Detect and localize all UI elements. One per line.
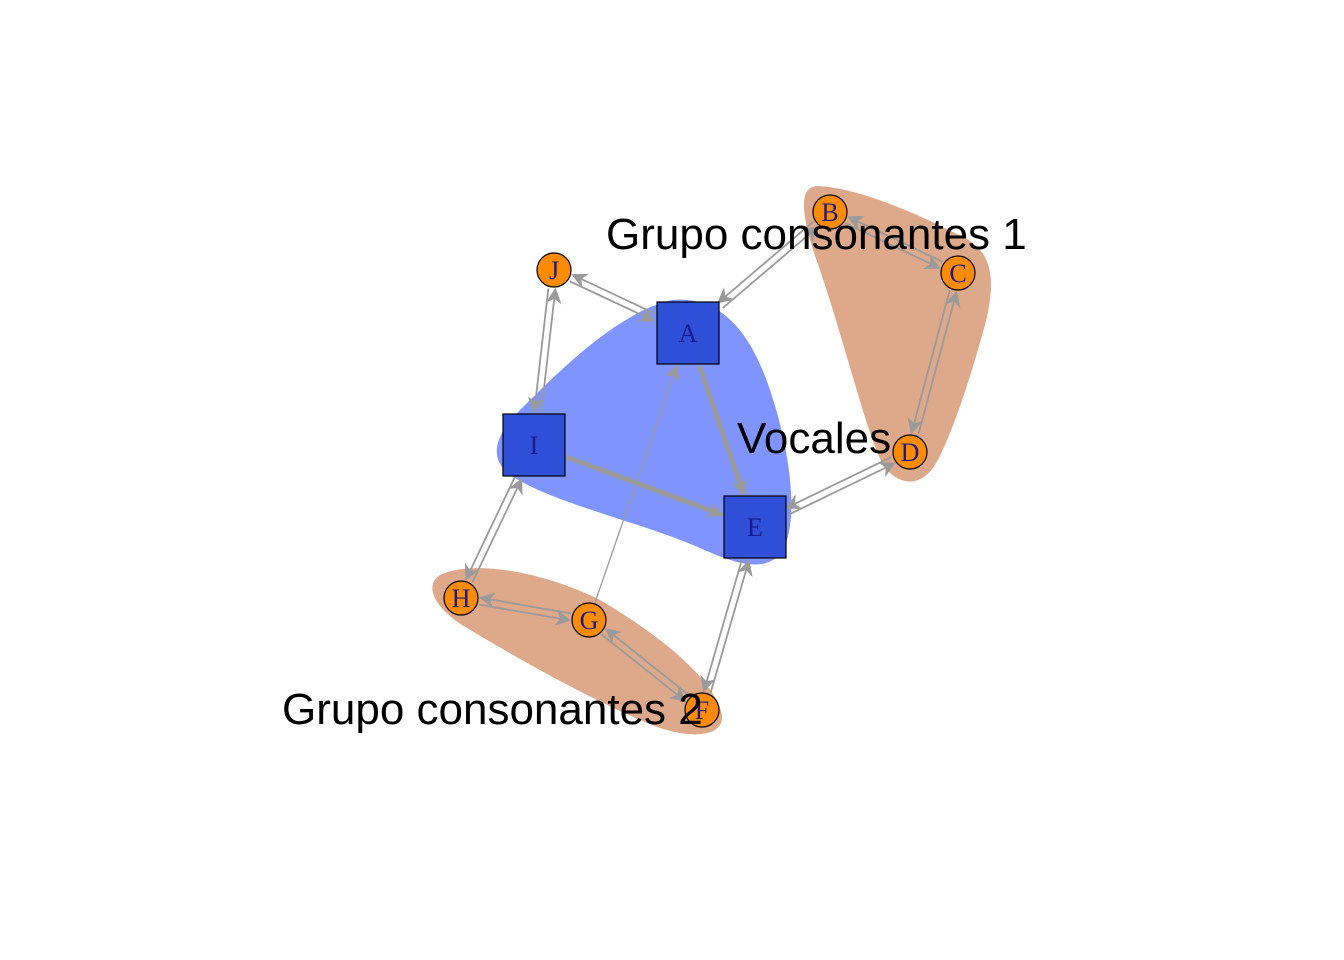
edge-i-to-j [540, 287, 562, 413]
edge-d-to-e [784, 456, 892, 509]
edge-g-to-f [601, 633, 687, 702]
edge-i-to-e [566, 454, 724, 518]
node-c[interactable]: C [940, 255, 976, 291]
edge-b-to-a [717, 220, 814, 304]
edge-a-to-e [696, 365, 747, 496]
node-j[interactable]: J [536, 252, 572, 288]
group-label-consonantes-2: Grupo consonantes 2 [282, 685, 703, 734]
edge-c-to-d [907, 290, 951, 435]
node-i-label: I [530, 431, 539, 460]
edge-c-to-b [847, 215, 943, 263]
edge-d-to-c [917, 290, 961, 435]
node-d[interactable]: D [892, 434, 928, 470]
node-e-label: E [747, 513, 763, 542]
node-g-label: G [580, 606, 599, 635]
edge-i-to-h [465, 475, 517, 581]
edge-h-to-g [478, 603, 572, 626]
group-hull-consonantes-1 [803, 186, 991, 482]
edge-e-to-f [700, 558, 743, 693]
group-hull-vocales [496, 299, 792, 565]
edge-e-to-d [788, 462, 896, 516]
node-e[interactable]: E [723, 495, 787, 559]
node-h-label: H [452, 584, 471, 613]
edge-j-to-a [569, 280, 656, 322]
node-c-label: C [949, 259, 966, 288]
node-f[interactable]: F [684, 692, 720, 728]
node-i[interactable]: I [502, 413, 566, 477]
node-j-label: J [549, 256, 559, 285]
node-h[interactable]: H [443, 580, 479, 616]
node-f-label: F [695, 696, 709, 725]
edge-g-to-a [594, 364, 680, 603]
nodes: A E I B C D F G [443, 194, 976, 728]
edges [465, 215, 961, 702]
edge-j-to-i [527, 288, 550, 414]
edge-b-to-c [845, 222, 941, 270]
node-b[interactable]: B [812, 194, 848, 230]
node-d-label: D [901, 438, 920, 467]
node-b-label: B [821, 198, 838, 227]
group-label-vocales: Vocales [737, 414, 891, 463]
node-a-label: A [679, 319, 698, 348]
edge-f-to-g [604, 628, 690, 697]
edge-a-to-j [571, 273, 658, 316]
edge-h-to-i [471, 477, 523, 583]
edge-f-to-e [709, 559, 753, 693]
group-labels: Grupo consonantes 1 Vocales Grupo conson… [282, 210, 1027, 734]
node-g[interactable]: G [571, 602, 607, 638]
edge-a-to-b [722, 225, 820, 309]
group-label-consonantes-1: Grupo consonantes 1 [606, 210, 1027, 259]
group-hulls [432, 186, 991, 735]
node-a[interactable]: A [656, 301, 720, 365]
